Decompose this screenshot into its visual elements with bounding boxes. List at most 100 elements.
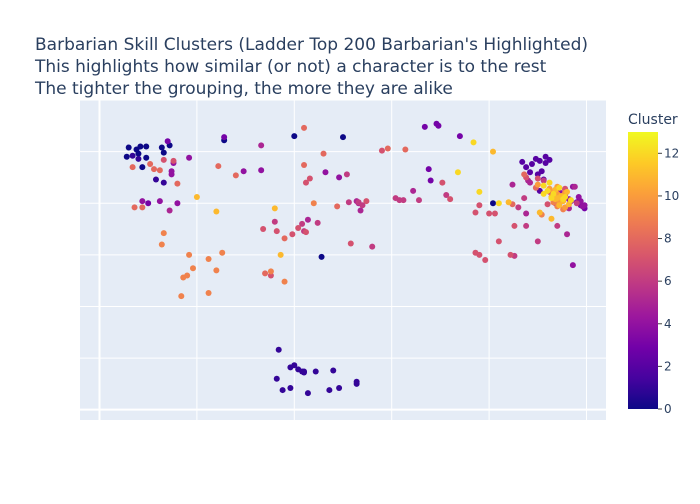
data-point-cluster-12 [495, 200, 502, 207]
data-point-cluster-7 [302, 179, 309, 186]
data-point-cluster-6 [299, 220, 306, 227]
data-point-cluster-7 [472, 249, 479, 256]
data-point-cluster-4 [240, 168, 247, 175]
data-point-cluster-11 [505, 199, 512, 206]
data-point-cluster-4 [322, 169, 329, 176]
colorbar-tick-label: 0 [664, 402, 672, 416]
data-point-cluster-7 [534, 175, 541, 182]
data-point-cluster-0 [340, 134, 346, 141]
data-point-cluster-1 [129, 152, 136, 159]
data-point-cluster-1 [152, 176, 159, 183]
data-point-cluster-7 [507, 251, 514, 258]
data-point-cluster-12 [476, 188, 483, 195]
data-point-cluster-4 [168, 171, 175, 178]
data-point-cluster-1 [135, 155, 142, 162]
data-point-cluster-2 [528, 161, 535, 167]
data-point-cluster-1 [330, 367, 337, 374]
data-point-cluster-4 [581, 202, 588, 209]
data-point-cluster-8 [215, 163, 222, 170]
data-point-cluster-9 [158, 241, 165, 248]
colorbar-tick-label: 2 [664, 359, 672, 373]
data-point-cluster-1 [301, 369, 308, 376]
data-point-cluster-3 [421, 123, 428, 130]
data-point-cluster-1 [312, 368, 319, 375]
data-point-cluster-0 [318, 253, 325, 260]
data-point-cluster-5 [523, 210, 530, 217]
data-point-cluster-12 [546, 179, 553, 186]
data-point-cluster-4 [156, 198, 163, 205]
data-point-cluster-9 [184, 272, 191, 279]
data-point-cluster-5 [571, 183, 578, 190]
data-point-cluster-5 [564, 231, 571, 238]
data-point-cluster-1 [160, 179, 167, 186]
data-point-cluster-9 [178, 293, 185, 300]
data-point-cluster-0 [158, 144, 165, 151]
data-point-cluster-8 [320, 150, 327, 157]
data-point-cluster-7 [476, 202, 483, 209]
data-points [123, 120, 588, 397]
colorbar-tick-label: 10 [664, 189, 679, 203]
data-point-cluster-3 [456, 133, 463, 140]
plot-area [80, 100, 606, 420]
data-point-cluster-6 [443, 191, 450, 198]
data-point-cluster-6 [396, 197, 403, 204]
data-point-cluster-3 [425, 166, 432, 173]
colorbar-ticks: 0 2 4 6 8 10 12 [658, 146, 679, 416]
data-point-cluster-7 [378, 147, 385, 154]
data-point-cluster-0 [137, 143, 144, 150]
data-point-cluster-6 [345, 199, 352, 206]
data-point-cluster-6 [369, 243, 376, 250]
data-point-cluster-5 [166, 207, 173, 214]
data-point-cluster-7 [472, 209, 479, 216]
data-point-cluster-8 [301, 162, 308, 169]
data-point-cluster-1 [304, 390, 311, 397]
data-point-cluster-6 [314, 219, 321, 226]
data-point-cluster-7 [302, 229, 309, 236]
data-point-cluster-2 [536, 157, 543, 164]
data-point-cluster-9 [205, 255, 212, 262]
data-point-cluster-6 [523, 222, 530, 229]
data-point-cluster-9 [205, 290, 212, 297]
data-point-cluster-12 [548, 195, 555, 202]
data-point-cluster-8 [402, 146, 409, 153]
data-point-cluster-8 [334, 203, 341, 210]
data-point-cluster-8 [384, 145, 391, 152]
data-point-cluster-8 [129, 164, 136, 171]
title-line-3: The tighter the grouping, the more they … [34, 79, 453, 99]
data-point-cluster-12 [540, 190, 547, 197]
colorbar-tick-label: 12 [664, 146, 679, 160]
chart-title: Barbarian Skill Clusters (Ladder Top 200… [34, 35, 588, 99]
colorbar-tick-label: 8 [664, 232, 672, 246]
data-point-cluster-0 [490, 200, 497, 207]
data-point-cluster-0 [139, 164, 146, 171]
data-point-cluster-7 [347, 240, 354, 247]
data-point-cluster-9 [310, 200, 317, 207]
data-point-cluster-3 [164, 138, 171, 145]
data-point-cluster-8 [151, 166, 158, 173]
data-point-cluster-12 [470, 139, 477, 146]
data-point-cluster-7 [363, 198, 370, 205]
data-point-cluster-12 [567, 197, 574, 204]
data-point-cluster-8 [301, 124, 308, 131]
data-point-cluster-8 [174, 180, 181, 187]
data-point-cluster-8 [139, 204, 146, 211]
data-point-cluster-7 [295, 225, 302, 231]
data-point-cluster-9 [160, 230, 167, 237]
data-point-cluster-1 [353, 380, 360, 387]
data-point-cluster-7 [482, 257, 489, 263]
data-point-cluster-5 [258, 142, 265, 149]
data-point-cluster-7 [170, 157, 177, 164]
data-point-cluster-4 [139, 198, 146, 205]
data-point-cluster-11 [554, 195, 561, 202]
data-point-cluster-11 [271, 205, 278, 212]
data-point-cluster-0 [160, 149, 167, 156]
data-point-cluster-0 [125, 144, 132, 151]
data-point-cluster-7 [511, 222, 518, 229]
data-point-cluster-2 [527, 169, 534, 176]
data-point-cluster-0 [143, 143, 150, 150]
data-point-cluster-5 [509, 181, 516, 188]
data-point-cluster-4 [336, 174, 343, 181]
data-point-cluster-11 [193, 194, 200, 201]
